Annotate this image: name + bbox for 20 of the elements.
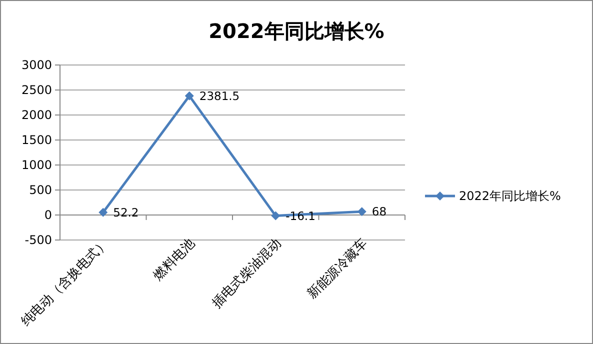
legend-label: 2022年同比增长%: [459, 189, 561, 203]
point: [184, 91, 194, 100]
x-tick-label: 新能源冷藏车: [304, 236, 371, 302]
data-label: 2381.5: [199, 88, 240, 103]
point: [357, 207, 366, 216]
y-tick-label: -500: [24, 233, 52, 247]
y-tick-label: 500: [29, 183, 52, 197]
chart-title: 2022年同比增长%: [208, 19, 384, 43]
y-tick-label: 1500: [21, 133, 52, 147]
x-tick-label: 插电式柴油混动: [210, 236, 284, 312]
y-tick-label: 1000: [21, 158, 52, 172]
y-tick-label: 0: [44, 208, 52, 222]
point: [98, 208, 108, 217]
point: [271, 211, 280, 220]
data-label: 68: [372, 204, 387, 219]
data-label: 52.2: [113, 205, 139, 220]
y-tick-label: 2000: [21, 108, 52, 122]
y-tick-label: 3000: [21, 58, 52, 72]
x-tick-label: 燃料电池: [150, 236, 198, 284]
y-tick-label: 2500: [21, 83, 52, 97]
